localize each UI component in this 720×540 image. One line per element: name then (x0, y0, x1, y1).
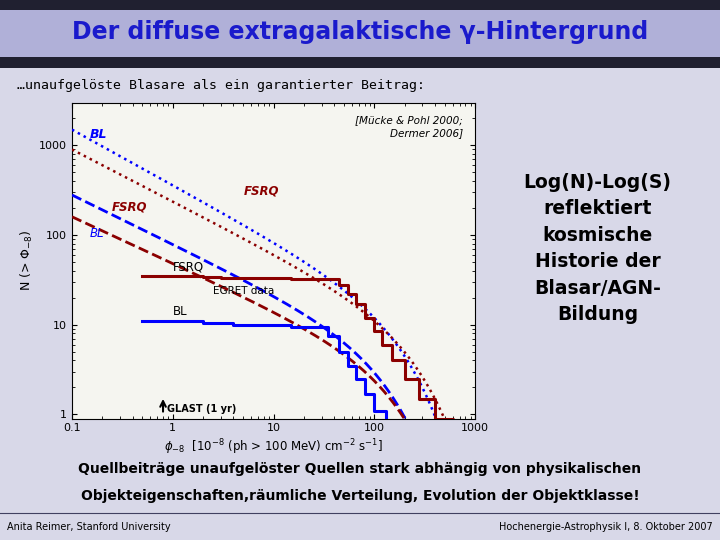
Text: Objekteigenschaften,räumliche Verteilung, Evolution der Objektklasse!: Objekteigenschaften,räumliche Verteilung… (81, 489, 639, 503)
Text: BL: BL (90, 129, 107, 141)
Text: GLAST (1 yr): GLAST (1 yr) (167, 404, 237, 414)
Text: Der diffuse extragalaktische γ-Hintergrund: Der diffuse extragalaktische γ-Hintergru… (72, 21, 648, 44)
Text: EGRET data: EGRET data (213, 286, 274, 296)
Text: Anita Reimer, Stanford University: Anita Reimer, Stanford University (7, 522, 171, 532)
Text: …unaufgelöste Blasare als ein garantierter Beitrag:: …unaufgelöste Blasare als ein garantiert… (17, 79, 425, 92)
Text: Quellbeiträge unaufgelöster Quellen stark abhängig von physikalischen: Quellbeiträge unaufgelöster Quellen star… (78, 462, 642, 476)
Text: BL: BL (173, 305, 187, 318)
Text: [Mücke & Pohl 2000;
Dermer 2006]: [Mücke & Pohl 2000; Dermer 2006] (356, 115, 463, 138)
Text: Log(N)-Log(S)
reflektiert
kosmische
Historie der
Blasar/AGN-
Bildung: Log(N)-Log(S) reflektiert kosmische Hist… (523, 173, 672, 324)
Text: BL: BL (90, 227, 104, 240)
Text: Hochenergie-Astrophysik I, 8. Oktober 2007: Hochenergie-Astrophysik I, 8. Oktober 20… (499, 522, 713, 532)
Bar (0, 57, 720, 68)
Y-axis label: N (> $\Phi_{-8}$): N (> $\Phi_{-8}$) (19, 230, 35, 292)
Text: FSRQ: FSRQ (112, 200, 148, 213)
Bar (0, 0, 720, 10)
Text: FSRQ: FSRQ (173, 261, 204, 274)
X-axis label: $\phi_{-8}$  $[10^{-8}$ (ph > 100 MeV) cm$^{-2}$ s$^{-1}]$: $\phi_{-8}$ $[10^{-8}$ (ph > 100 MeV) cm… (164, 437, 383, 457)
Text: FSRQ: FSRQ (243, 185, 279, 198)
